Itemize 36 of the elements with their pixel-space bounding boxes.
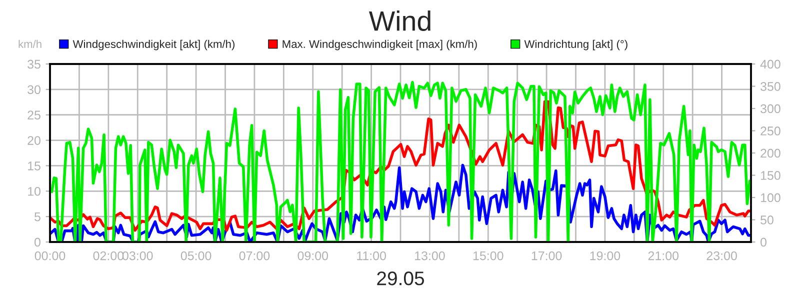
y2-tick-label: 150 [760, 171, 780, 180]
x-tick-label: 05:00 [180, 251, 212, 260]
x-tick-label: 13:00 [415, 251, 445, 260]
y-tick-label: 30 [28, 85, 40, 94]
x-tick-label: 00:00 [34, 251, 66, 260]
y-tick-label: 25 [28, 110, 40, 120]
y2-tick-label: 400 [760, 60, 780, 69]
y2-tick-label: 100 [760, 193, 780, 202]
y-tick-label: 35 [28, 60, 40, 69]
y-axis-title: km/h [18, 40, 42, 48]
y2-tick-label: 50 [760, 216, 774, 224]
y-tick-label: 20 [28, 136, 40, 145]
legend-label: Windgeschwindigkeit [akt] (km/h) [72, 40, 234, 50]
chart-title: Wind [368, 10, 430, 31]
x-tick-label: 15:00 [473, 251, 504, 260]
x-tick-label: 02:00 [93, 251, 124, 260]
x-tick-label: 03:00 [122, 251, 153, 260]
y2-tick-label: 200 [760, 148, 780, 158]
legend-label: Max. Windgeschwindigkeit [max] (km/h) [282, 40, 477, 50]
x-tick-label: 17:00 [532, 251, 562, 260]
x-tick-label: 23:00 [706, 251, 737, 260]
x-tick-label: 19:00 [590, 251, 620, 260]
x-tick-label: 11:00 [357, 251, 386, 260]
y2-tick-label: 300 [760, 104, 780, 114]
x-tick-label: 09:00 [298, 251, 328, 260]
legend-label: Windrichtung [akt] (°) [524, 40, 628, 50]
y-tick-label: 10 [28, 186, 40, 196]
y-tick-label: 15 [28, 162, 40, 170]
x-tick-label: 21:00 [648, 251, 679, 260]
y-tick-label: 0 [34, 238, 40, 247]
x-tick-label: 07:00 [239, 251, 270, 260]
y2-tick-label: 350 [760, 82, 780, 91]
y-tick-label: 5 [34, 212, 40, 222]
y2-tick-label: 0 [760, 238, 766, 247]
x-axis-title: 29.05 [377, 272, 424, 286]
y2-tick-label: 250 [760, 126, 780, 136]
